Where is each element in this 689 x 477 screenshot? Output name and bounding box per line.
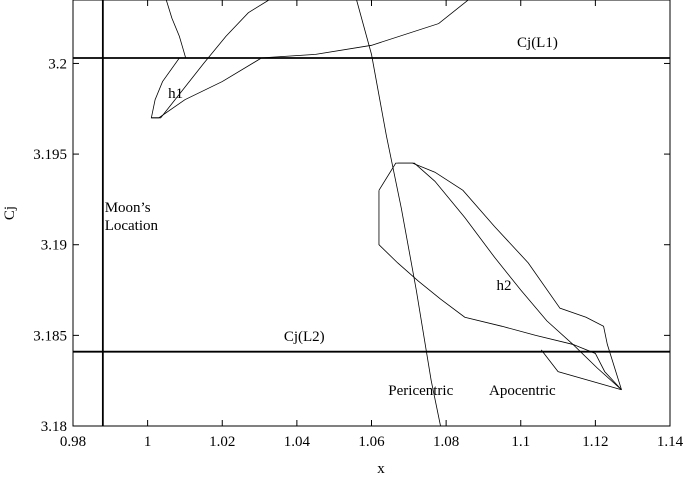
x-tick-label: 1.04: [284, 434, 311, 450]
x-tick-label: 0.98: [60, 434, 86, 450]
annotation-label: Location: [105, 218, 159, 234]
y-tick-label: 3.2: [48, 56, 67, 72]
x-tick-label: 1.06: [358, 434, 385, 450]
annotation-label: Pericentric: [388, 383, 453, 399]
annotation-label: h1: [168, 86, 183, 102]
y-tick-label: 3.19: [41, 238, 67, 254]
x-tick-label: 1.02: [209, 434, 235, 450]
annotation-label: Cj(L2): [284, 329, 325, 345]
x-tick-label: 1.1: [511, 434, 530, 450]
x-tick-label: 1.12: [582, 434, 608, 450]
series-line-3: [151, 57, 262, 119]
x-tick-label: 1.14: [657, 434, 684, 450]
annotation-label: h2: [496, 278, 511, 294]
series-line-4: [378, 190, 622, 391]
series-line-1: [150, 0, 270, 119]
annotation-label: Moon’s: [105, 200, 151, 216]
x-axis-title: x: [377, 461, 385, 477]
y-tick-label: 3.18: [41, 419, 67, 435]
y-axis-title: Cj: [2, 206, 18, 220]
data-layer: [73, 0, 670, 426]
plot-area: [73, 0, 670, 426]
y-tick-label: 3.185: [33, 328, 67, 344]
x-tick-label: 1.08: [433, 434, 459, 450]
y-tick-label: 3.195: [33, 147, 67, 163]
series-line-6: [397, 162, 622, 391]
annotation-label: Cj(L1): [517, 35, 558, 51]
tick-labels: 0.98 1 1.02 1.04 1.06 1.08 1.1 1.12 1.14 3.18 3.18…: [33, 56, 683, 450]
series-line-7: [356, 0, 441, 426]
plot-frame: [72, 0, 671, 427]
x-tick-label: 1: [144, 434, 152, 450]
series-line-2: [259, 0, 469, 59]
annotation-label: Apocentric: [489, 383, 556, 399]
tick-marks: [72, 0, 671, 427]
